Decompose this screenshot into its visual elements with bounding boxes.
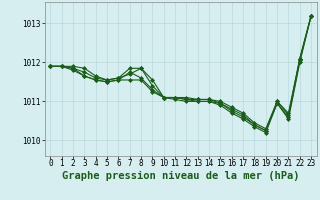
X-axis label: Graphe pression niveau de la mer (hPa): Graphe pression niveau de la mer (hPa) bbox=[62, 171, 300, 181]
